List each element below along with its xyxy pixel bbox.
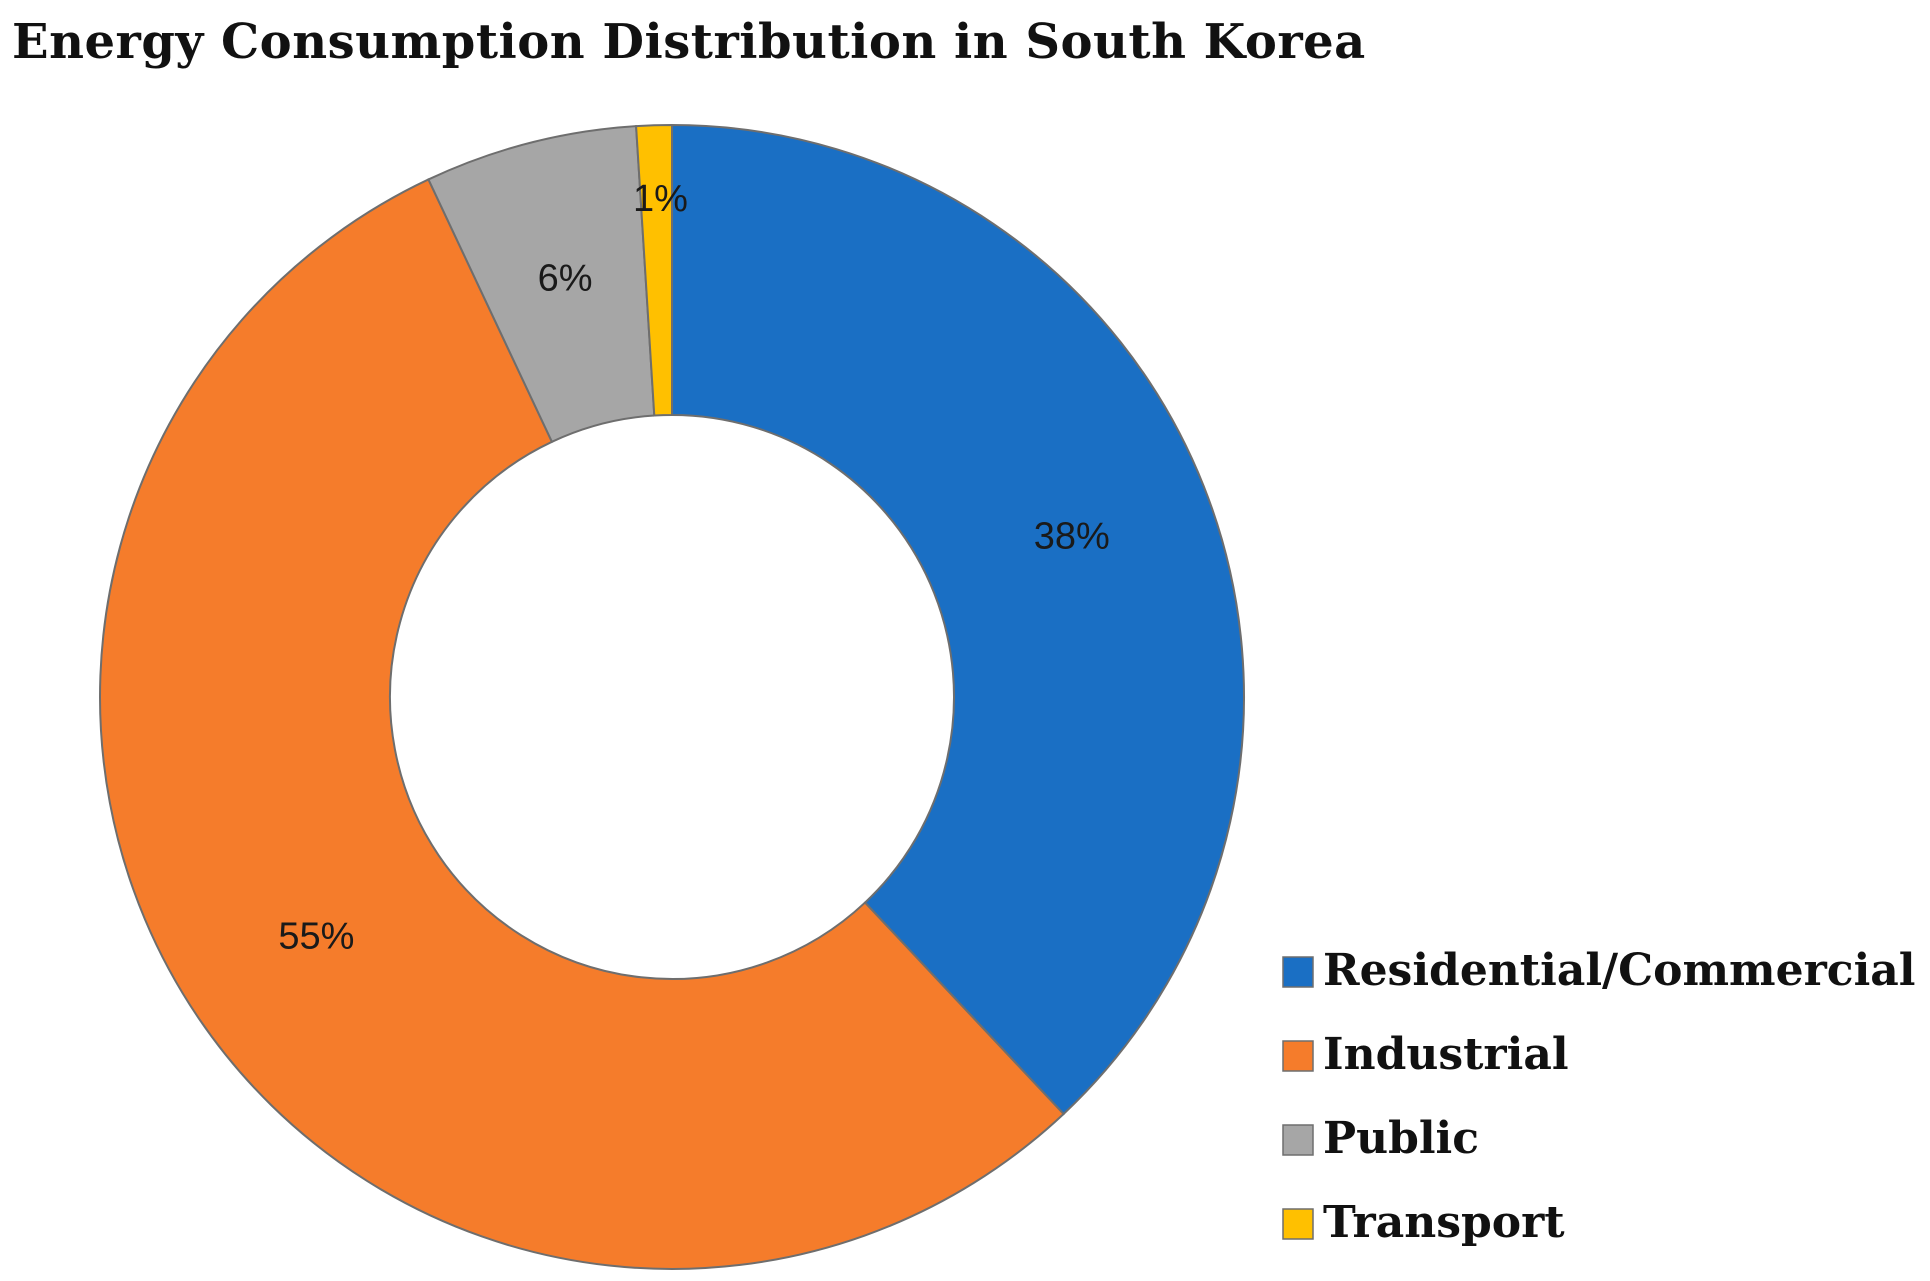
data-label-residential-commercial: 38% <box>1034 516 1110 558</box>
legend-label-public: Public <box>1323 1113 1479 1164</box>
slices-layer <box>99 123 1245 1270</box>
chart-title: Energy Consumption Distribution in South… <box>12 14 1366 70</box>
legend-swatch-residential-commercial <box>1282 956 1314 988</box>
legend-label-industrial: Industrial <box>1323 1029 1569 1080</box>
data-label-transport: 1% <box>633 178 688 220</box>
legend-swatch-transport <box>1282 1208 1314 1240</box>
legend-swatch-industrial <box>1282 1040 1314 1072</box>
data-label-public: 6% <box>538 258 593 300</box>
legend: Residential/Commercial Industrial Public Tr… <box>1282 945 1916 1248</box>
data-labels-layer: 38% 55% 6% 1% <box>278 178 1110 957</box>
data-label-industrial: 55% <box>278 916 354 958</box>
slice-residential-commercial <box>671 123 1245 1116</box>
slice-transport <box>635 123 673 417</box>
slice-industrial <box>99 178 1065 1270</box>
legend-swatch-public <box>1282 1124 1314 1156</box>
legend-label-residential-commercial: Residential/Commercial <box>1323 945 1916 996</box>
legend-label-transport: Transport <box>1323 1197 1565 1248</box>
